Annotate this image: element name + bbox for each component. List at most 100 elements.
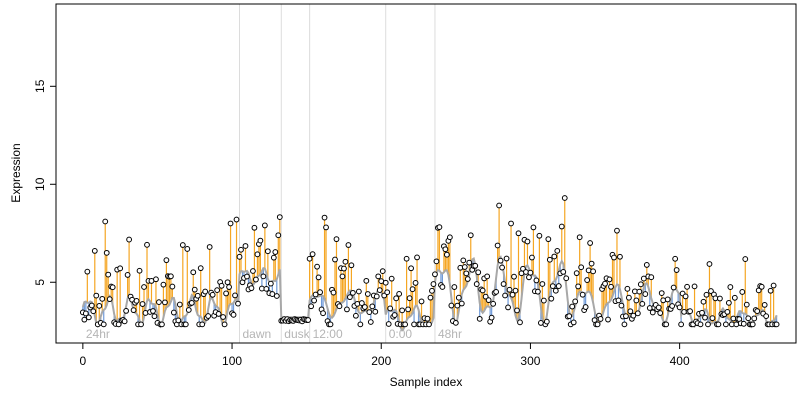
data-point bbox=[117, 265, 124, 272]
data-point bbox=[472, 262, 479, 269]
data-point bbox=[715, 321, 722, 328]
data-point bbox=[188, 300, 195, 306]
data-point bbox=[517, 319, 523, 326]
data-point bbox=[250, 268, 256, 274]
data-point bbox=[643, 262, 650, 268]
data-point bbox=[497, 257, 504, 264]
data-point bbox=[367, 319, 374, 325]
data-point bbox=[452, 319, 459, 326]
data-point bbox=[543, 318, 550, 325]
data-point bbox=[224, 279, 231, 286]
data-point bbox=[215, 311, 222, 317]
data-point bbox=[660, 297, 667, 304]
data-point bbox=[257, 237, 264, 244]
data-point bbox=[176, 301, 183, 308]
data-point bbox=[451, 284, 458, 290]
data-point bbox=[554, 247, 561, 254]
y-tick-label: 10 bbox=[33, 177, 47, 191]
data-point bbox=[770, 282, 777, 289]
data-point bbox=[630, 312, 637, 319]
data-point bbox=[490, 300, 497, 307]
data-point bbox=[373, 293, 380, 300]
data-point bbox=[443, 251, 450, 258]
data-point bbox=[376, 287, 383, 294]
data-point bbox=[190, 269, 197, 276]
data-point bbox=[214, 287, 221, 294]
data-point bbox=[306, 255, 313, 262]
data-point bbox=[482, 293, 489, 300]
data-point bbox=[320, 310, 326, 317]
data-point bbox=[524, 238, 531, 245]
data-point bbox=[267, 280, 274, 287]
data-point bbox=[506, 286, 513, 293]
data-point bbox=[121, 318, 128, 325]
data-point bbox=[317, 289, 323, 296]
data-point bbox=[461, 264, 468, 270]
data-point bbox=[464, 276, 471, 282]
data-point bbox=[623, 313, 629, 320]
data-point bbox=[430, 281, 437, 287]
x-axis-title: Sample index bbox=[390, 375, 463, 389]
y-tick-label: 15 bbox=[33, 79, 47, 93]
data-point bbox=[740, 320, 747, 327]
data-point bbox=[202, 288, 209, 295]
data-point bbox=[439, 284, 446, 290]
data-point bbox=[220, 314, 226, 320]
data-point bbox=[602, 280, 608, 287]
data-point bbox=[605, 316, 611, 323]
data-point bbox=[81, 316, 88, 323]
data-point bbox=[260, 273, 267, 280]
phase-label: 48hr bbox=[438, 327, 462, 341]
data-point bbox=[700, 298, 707, 305]
data-point bbox=[309, 251, 316, 258]
data-point bbox=[163, 257, 170, 264]
data-point bbox=[555, 283, 562, 289]
data-point bbox=[466, 259, 473, 266]
data-point bbox=[363, 277, 370, 284]
data-point bbox=[185, 307, 192, 313]
data-point bbox=[408, 265, 414, 272]
data-point bbox=[138, 321, 144, 328]
data-point bbox=[606, 276, 613, 283]
data-point bbox=[124, 272, 131, 278]
data-point bbox=[499, 264, 505, 271]
data-points bbox=[79, 195, 780, 328]
data-point bbox=[533, 277, 540, 284]
data-point bbox=[264, 248, 271, 255]
data-point bbox=[731, 294, 738, 301]
data-point bbox=[648, 274, 655, 281]
data-point bbox=[109, 284, 116, 291]
data-point bbox=[251, 224, 258, 231]
data-point bbox=[587, 240, 594, 246]
data-point bbox=[305, 317, 312, 323]
data-point bbox=[479, 287, 486, 294]
data-point bbox=[717, 295, 723, 302]
data-point bbox=[663, 321, 670, 328]
data-point bbox=[209, 291, 216, 298]
data-point bbox=[749, 321, 756, 328]
data-point bbox=[427, 294, 434, 301]
data-point bbox=[275, 232, 282, 239]
data-point bbox=[691, 283, 698, 290]
data-point bbox=[375, 273, 382, 280]
data-point bbox=[705, 321, 711, 328]
data-point bbox=[364, 291, 371, 297]
data-point bbox=[560, 268, 567, 275]
data-point bbox=[106, 296, 113, 303]
data-point bbox=[529, 254, 535, 261]
data-point bbox=[566, 313, 573, 320]
x-tick-label: 200 bbox=[371, 354, 391, 368]
data-point bbox=[699, 309, 705, 316]
data-point bbox=[637, 281, 644, 288]
data-point bbox=[123, 308, 130, 314]
data-point bbox=[248, 285, 255, 292]
data-point bbox=[618, 302, 625, 309]
data-point bbox=[745, 315, 752, 322]
data-point bbox=[684, 283, 690, 290]
data-point bbox=[424, 315, 431, 322]
data-point bbox=[678, 321, 685, 328]
data-point bbox=[773, 321, 780, 328]
data-point bbox=[314, 263, 320, 270]
data-point bbox=[503, 255, 510, 262]
